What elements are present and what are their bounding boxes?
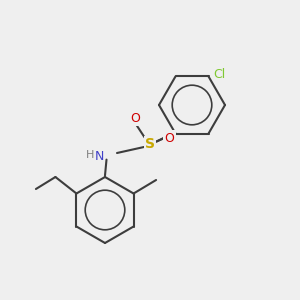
Text: S: S (145, 137, 155, 151)
Text: O: O (165, 131, 174, 145)
Text: N: N (95, 149, 104, 163)
Text: Cl: Cl (213, 68, 225, 81)
Text: O: O (130, 112, 140, 125)
Text: H: H (86, 149, 94, 160)
